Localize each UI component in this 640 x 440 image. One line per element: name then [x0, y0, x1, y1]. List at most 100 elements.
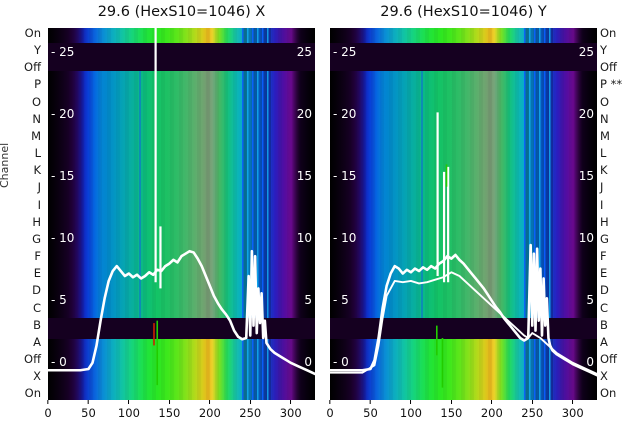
tick-mark: [249, 400, 251, 404]
tick-label: 250: [521, 406, 544, 420]
tick-mark: [572, 400, 574, 404]
panel-x-xtick-3: 150: [158, 400, 180, 420]
tick-label: 100: [117, 406, 140, 420]
right-channel-label-15: D: [600, 283, 609, 298]
panel-y-xtick-5: 250: [521, 400, 543, 420]
right-channel-label-13: F: [600, 249, 607, 264]
right-channel-label-10: I: [600, 197, 604, 212]
tick-mark: [290, 400, 292, 404]
panel-x-xaxis: 0 50 100 150 200 250 300: [44, 400, 315, 430]
band-gap-bottom: [48, 318, 315, 339]
right-channel-label-7: L: [600, 146, 607, 161]
left-channel-label-18: A: [33, 334, 41, 349]
right-channel-label-20: X: [600, 369, 608, 384]
tick-mark: [369, 400, 371, 404]
left-channel-label-9: J: [37, 180, 41, 195]
panel-y-xtick-3: 150: [440, 400, 462, 420]
right-channel-label-0: On: [600, 26, 617, 40]
band-gap-bottom: [330, 318, 597, 339]
panel-y[interactable]: 29.6 (HexS10=1046) Y - 25 25- 20 20- 15 15-…: [330, 4, 597, 400]
tick-mark: [329, 400, 331, 404]
left-channel-label-8: K: [33, 163, 41, 178]
left-channel-label-15: D: [32, 283, 41, 298]
tick-mark: [168, 400, 170, 404]
tick-mark: [209, 400, 211, 404]
tick-mark: [87, 400, 89, 404]
left-channel-label-0: On: [24, 26, 41, 40]
panel-x[interactable]: 29.6 (HexS10=1046) X - 25 25- 20 20- 15 15-…: [48, 4, 315, 400]
right-channel-label-6: M: [600, 128, 610, 143]
panel-x-xtick-5: 250: [239, 400, 261, 420]
left-channel-label-1: Y: [33, 43, 41, 58]
right-channel-label-21: On: [600, 386, 617, 401]
left-channel-label-14: E: [33, 266, 41, 281]
band-main: [48, 70, 315, 319]
tick-mark: [410, 400, 412, 404]
left-channel-label-16: C: [32, 300, 41, 315]
left-channel-label-4: O: [31, 94, 41, 109]
right-channel-label-column: On Y Off P ** O N M L K J I H G F E D C B A Off X On: [596, 26, 640, 401]
tick-label: 200: [198, 406, 221, 420]
right-channel-label-16: C: [600, 300, 609, 315]
panel-y-xtick-0: 0: [326, 400, 334, 420]
tick-label: 150: [440, 406, 463, 420]
left-channel-label-column: On Y Off P O N M L K J I H G F E D C B A Off X On: [0, 26, 44, 401]
panel-x-overlay: [48, 28, 315, 386]
panel-x-title: 29.6 (HexS10=1046) X: [97, 4, 266, 20]
left-channel-label-17: B: [33, 317, 41, 332]
left-channel-label-19: Off: [24, 351, 41, 366]
right-channel-label-5: N: [600, 111, 609, 126]
panel-y-trace-primary: [330, 243, 597, 377]
right-channel-label-11: H: [600, 214, 609, 229]
left-channel-label-5: N: [32, 111, 41, 126]
tick-label: 50: [363, 406, 378, 420]
right-channel-label-1: Y: [600, 43, 608, 58]
panel-x-xtick-0: 0: [44, 400, 52, 420]
left-channel-label-6: M: [31, 128, 41, 143]
left-channel-label-13: F: [34, 249, 41, 264]
panel-y-xtick-4: 200: [481, 400, 503, 420]
tick-label: 250: [239, 406, 262, 420]
panel-y-xtick-2: 100: [400, 400, 422, 420]
tick-mark: [491, 400, 493, 404]
tick-label: 150: [158, 406, 181, 420]
band-gap-top: [330, 42, 597, 71]
left-channel-label-7: L: [34, 146, 41, 161]
left-channel-label-12: G: [32, 231, 41, 246]
left-channel-label-2: Off: [24, 60, 41, 75]
left-channel-label-10: I: [37, 197, 41, 212]
right-channel-label-14: E: [600, 266, 608, 281]
right-channel-label-12: G: [600, 231, 609, 246]
left-channel-label-21: On: [24, 386, 41, 401]
right-channel-label-9: J: [600, 180, 604, 195]
tick-mark: [531, 400, 533, 404]
band-top: [48, 28, 315, 43]
right-channel-label-19: Off: [600, 351, 617, 366]
panel-x-xtick-6: 300: [280, 400, 302, 420]
tick-label: 0: [44, 406, 52, 420]
right-channel-label-3: P **: [600, 77, 623, 92]
panel-x-xtick-2: 100: [118, 400, 140, 420]
panel-x-xtick-1: 50: [81, 400, 96, 420]
panel-y-trace-secondary: [330, 271, 597, 375]
panel-y-xtick-6: 300: [562, 400, 584, 420]
right-channel-label-18: A: [600, 334, 608, 349]
band-top: [330, 28, 597, 43]
right-channel-label-17: B: [600, 317, 608, 332]
right-channel-label-2: Off: [600, 60, 617, 75]
panel-y-xaxis: 0 50 100 150 200 250 300: [326, 400, 597, 430]
tick-label: 300: [279, 406, 302, 420]
panel-x-trace-primary: [48, 249, 315, 376]
tick-label: 0: [326, 406, 334, 420]
right-channel-label-4: O: [600, 94, 610, 109]
tick-label: 50: [81, 406, 96, 420]
tick-label: 200: [480, 406, 503, 420]
tick-mark: [47, 400, 49, 404]
left-channel-label-20: X: [33, 369, 41, 384]
tick-mark: [128, 400, 130, 404]
band-main: [330, 70, 597, 319]
tick-label: 300: [561, 406, 584, 420]
